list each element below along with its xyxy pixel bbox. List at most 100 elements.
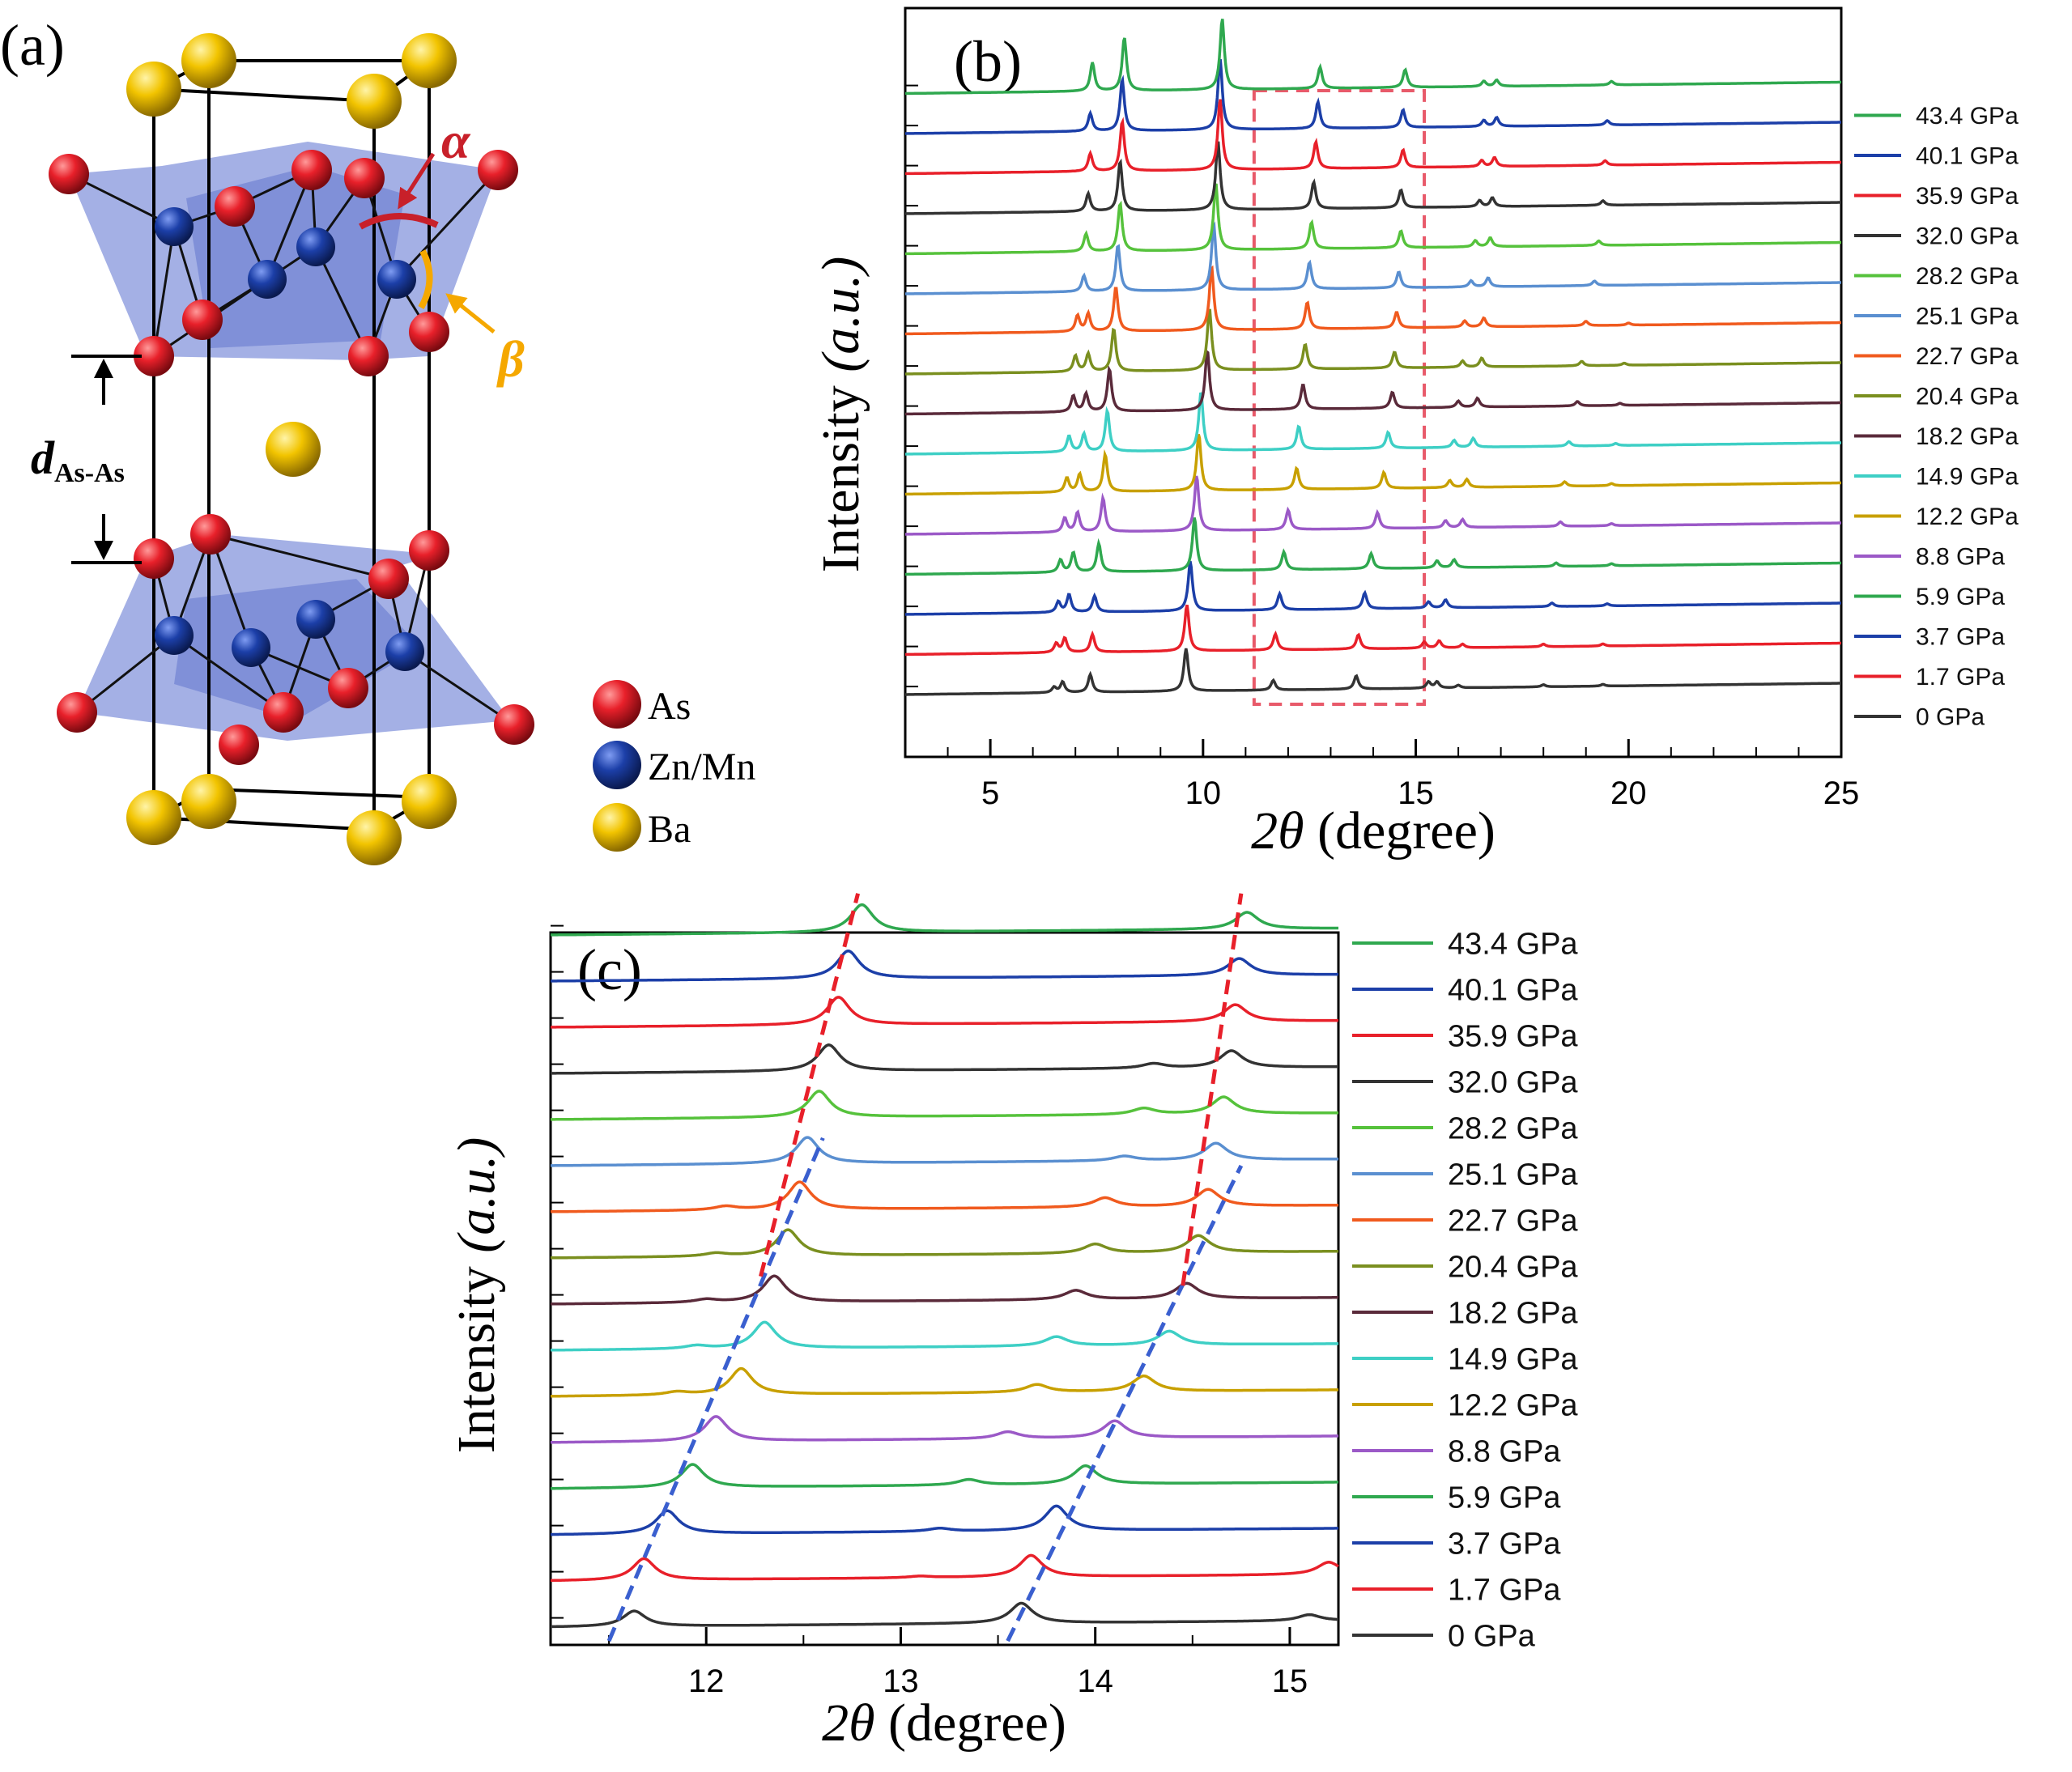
x-tick-label: 12 — [688, 1664, 725, 1699]
panel-b-ticks: 5 10 15 20 25 — [904, 84, 1860, 811]
as-atoms — [49, 150, 534, 765]
series-line-8-8-GPa — [905, 475, 1841, 536]
legend-label: 28.2 GPa — [1448, 1111, 1578, 1145]
atom-legend: As Zn/Mn Ba — [593, 680, 755, 852]
legend-label: 5.9 GPa — [1448, 1481, 1561, 1515]
alpha-arrow — [398, 152, 436, 210]
series-line-40-1-GPa — [551, 950, 1338, 983]
series-line-3-7-GPa — [905, 560, 1841, 616]
legend-label: 1.7 GPa — [1448, 1573, 1561, 1607]
series-line-28-2-GPa — [905, 183, 1841, 256]
legend-label: 40.1 GPa — [1916, 143, 2019, 170]
series-line-3-7-GPa — [551, 1504, 1338, 1536]
legend-label: 3.7 GPa — [1448, 1527, 1561, 1561]
d-spacing-label: dAs-As — [31, 431, 125, 488]
legend-ba-label: Ba — [648, 808, 691, 851]
x-tick-label: 13 — [883, 1664, 919, 1699]
beta-arrow — [445, 293, 496, 334]
series-line-8-8-GPa — [551, 1415, 1338, 1444]
legend-label: 12.2 GPa — [1916, 504, 2019, 530]
legend-label: 14.9 GPa — [1916, 464, 2019, 491]
series-line-5-9-GPa — [905, 517, 1841, 576]
legend-as-swatch — [593, 680, 641, 729]
beta-label: β — [496, 330, 525, 388]
series-line-32-0-GPa — [551, 1043, 1338, 1075]
series-line-28-2-GPa — [551, 1090, 1338, 1121]
panel-a-label: (a) — [0, 13, 65, 78]
series-line-1-7-GPa — [551, 1553, 1339, 1583]
panel-c-frame — [549, 931, 1340, 1647]
alpha-angle-arc — [359, 213, 439, 230]
peak-shift-guide-line — [1181, 893, 1244, 1286]
series-line-25-1-GPa — [905, 221, 1841, 295]
peak-shift-guide-line — [1006, 1164, 1244, 1642]
series-line-12-2-GPa — [905, 434, 1841, 496]
highlight-region-box — [1252, 89, 1427, 706]
panel-c-series — [550, 903, 1339, 1629]
legend-label: 22.7 GPa — [1448, 1204, 1578, 1238]
crystal-structure-panel: (a) — [0, 13, 755, 865]
series-line-43-4-GPa — [905, 19, 1841, 96]
panel-c-label: (c) — [577, 937, 642, 1002]
legend-label: 20.4 GPa — [1448, 1250, 1578, 1284]
series-line-25-1-GPa — [551, 1136, 1338, 1167]
series-line-18-2-GPa — [905, 349, 1841, 416]
legend-label: 18.2 GPa — [1916, 423, 2019, 450]
lower-tetrahedral-inner — [174, 579, 421, 720]
legend-label: 0 GPa — [1448, 1619, 1536, 1653]
legend-znmn-label: Zn/Mn — [648, 746, 755, 788]
x-tick-label: 20 — [1610, 776, 1647, 811]
series-line-18-2-GPa — [551, 1274, 1338, 1306]
series-line-14-9-GPa — [905, 392, 1841, 456]
x-tick-label: 15 — [1398, 776, 1434, 811]
alpha-label: α — [441, 112, 471, 169]
series-line-0-GPa — [905, 648, 1841, 696]
legend-label: 1.7 GPa — [1916, 664, 2005, 691]
legend-label: 18.2 GPa — [1448, 1296, 1578, 1330]
legend-label: 43.4 GPa — [1448, 927, 1578, 961]
legend-label: 25.1 GPa — [1916, 304, 2019, 330]
panel-b-x-axis-title: 2θ (degree) — [1251, 801, 1495, 861]
series-line-0-GPa — [551, 1601, 1339, 1629]
legend-label: 32.0 GPa — [1916, 223, 2019, 250]
legend-label: 14.9 GPa — [1448, 1342, 1578, 1376]
legend-label: 3.7 GPa — [1916, 624, 2005, 651]
x-tick-label: 25 — [1823, 776, 1860, 811]
panel-b-label: (b) — [954, 29, 1022, 94]
peak-shift-guide-line — [759, 893, 861, 1277]
legend-label: 40.1 GPa — [1448, 973, 1578, 1007]
peak-shift-guide-line — [606, 1137, 825, 1642]
series-line-40-1-GPa — [905, 58, 1841, 135]
legend-ba-swatch — [593, 803, 641, 852]
zn-mn-atoms — [155, 207, 424, 671]
legend-label: 12.2 GPa — [1448, 1388, 1578, 1422]
series-line-20-4-GPa — [905, 308, 1841, 376]
legend-as-label: As — [648, 685, 691, 728]
legend-label: 0 GPa — [1916, 704, 1985, 731]
legend-label: 32.0 GPa — [1448, 1065, 1578, 1099]
series-line-14-9-GPa — [551, 1320, 1339, 1352]
panel-c-guide-lines — [606, 893, 1244, 1642]
legend-label: 43.4 GPa — [1916, 103, 2019, 130]
series-line-20-4-GPa — [550, 1228, 1339, 1260]
series-line-43-4-GPa — [551, 903, 1338, 937]
series-line-5-9-GPa — [551, 1463, 1338, 1490]
xrd-zoom-panel: (c) 12 13 14 15 0 GPa 1.7 GPa 3.7 GPa 5.9 GPa 8… — [447, 893, 1578, 1753]
panel-c-x-axis-title: 2θ (degree) — [822, 1693, 1066, 1753]
panel-c-legend: 0 GPa 1.7 GPa 3.7 GPa 5.9 GPa 8.8 GPa 12.2 GP… — [1352, 927, 1578, 1653]
series-line-35-9-GPa — [551, 996, 1338, 1029]
legend-label: 35.9 GPa — [1916, 183, 2019, 210]
legend-label: 5.9 GPa — [1916, 584, 2005, 610]
legend-label: 8.8 GPa — [1448, 1434, 1561, 1468]
x-tick-label: 15 — [1272, 1664, 1308, 1699]
legend-label: 20.4 GPa — [1916, 384, 2019, 410]
panel-b-series — [905, 19, 1841, 696]
series-line-32-0-GPa — [905, 141, 1841, 215]
xrd-full-range-panel: (b) 5 10 15 20 25 0 GPa 1.7 GPa 3.7 GPa 5.9 GPa… — [811, 6, 2019, 861]
series-line-35-9-GPa — [905, 99, 1841, 176]
panel-b-y-axis-title: Intensity (a.u.) — [811, 257, 870, 572]
legend-znmn-swatch — [593, 741, 641, 789]
panel-b-legend: 0 GPa 1.7 GPa 3.7 GPa 5.9 GPa 8.8 GPa 12.2 GP… — [1854, 103, 2019, 731]
legend-label: 22.7 GPa — [1916, 343, 2019, 370]
